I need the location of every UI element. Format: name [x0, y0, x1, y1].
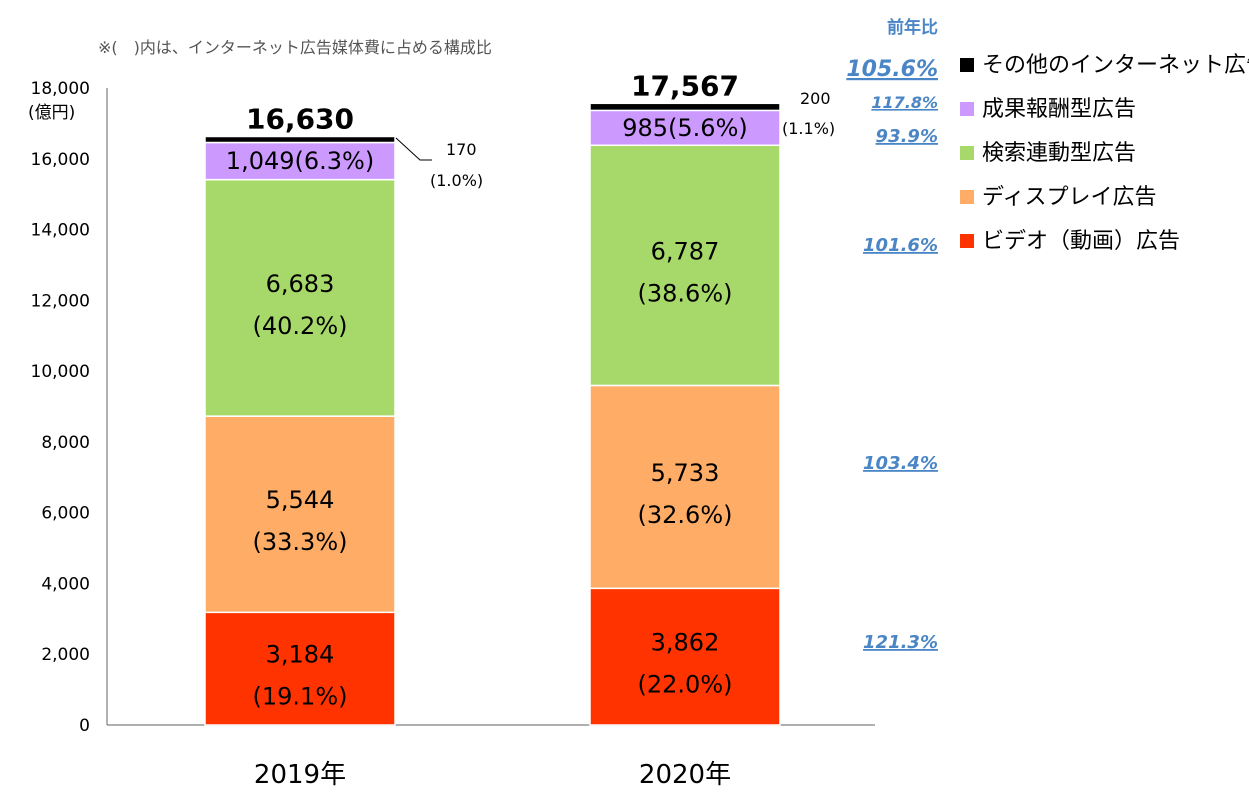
yoy-title: 前年比 — [887, 17, 938, 38]
segment-value-label: 3,862 — [651, 629, 720, 657]
bar-segment — [589, 144, 781, 387]
legend-swatch — [960, 234, 974, 248]
y-tick-label: 16,000 — [31, 150, 90, 170]
yoy-total: 105.6% — [846, 57, 938, 82]
segment-value-label: 5,733 — [651, 459, 720, 487]
segment-value-label: 5,544 — [266, 486, 335, 514]
y-axis-unit: (億円) — [28, 103, 75, 123]
y-tick-label: 14,000 — [31, 221, 90, 241]
other-label-2019: 170 — [446, 140, 477, 159]
legend: その他のインターネット広告成果報酬型広告検索連動型広告ディスプレイ広告ビデオ（動… — [960, 53, 1249, 254]
segment-value-label: 6,683 — [266, 270, 335, 298]
bars: 3,184 (19.1%) 5,544 (33.3%) 6,683 (40.2%) 1,04… — [204, 69, 781, 726]
bar-segment — [589, 587, 781, 726]
yoy-video: 121.3% — [863, 632, 938, 653]
other-share-2019: (1.0%) — [430, 171, 483, 190]
y-tick-label: 2,000 — [41, 645, 90, 665]
y-tick-label: 0 — [79, 716, 90, 736]
legend-swatch — [960, 102, 974, 116]
bar-segment — [589, 384, 781, 590]
segment-value-label: 3,184 — [266, 641, 335, 669]
other-label-2020: 200 — [800, 89, 831, 108]
bar-total-label: 17,567 — [631, 69, 739, 102]
other-share-2020: (1.1%) — [782, 119, 835, 138]
segment-share-label: (33.3%) — [253, 528, 348, 556]
x-tick-label: 2019年 — [254, 760, 346, 790]
x-tick-label: 2020年 — [639, 760, 731, 790]
segment-inline-label: 1,049(6.3%) — [226, 147, 374, 175]
bar-segment — [589, 109, 781, 147]
segment-share-label: (38.6%) — [638, 279, 733, 307]
bar-segment — [589, 102, 781, 112]
segment-share-label: (22.0%) — [638, 671, 733, 699]
bar-segment — [204, 611, 396, 726]
legend-label: 検索連動型広告 — [982, 141, 1136, 166]
bar-segment — [204, 141, 396, 181]
legend-swatch — [960, 190, 974, 204]
bar-segment — [204, 178, 396, 417]
y-tick-label: 6,000 — [41, 504, 90, 524]
yoy-performance: 93.9% — [876, 126, 938, 147]
segment-share-label: (40.2%) — [253, 312, 348, 340]
segment-inline-label: 985(5.6%) — [622, 114, 748, 142]
bar-total-label: 16,630 — [246, 102, 354, 135]
legend-label: ディスプレイ広告 — [982, 185, 1156, 210]
y-tick-label: 8,000 — [41, 433, 90, 453]
callout-line-2019 — [395, 137, 432, 161]
legend-swatch — [960, 58, 974, 72]
yoy-display: 103.4% — [863, 453, 938, 474]
legend-label: ビデオ（動画）広告 — [982, 229, 1180, 254]
segment-value-label: 6,787 — [651, 237, 720, 265]
legend-label: その他のインターネット広告 — [982, 53, 1249, 78]
y-ticks: 0 2,000 4,000 6,000 8,000 10,000 12,000 14,000 1… — [31, 79, 90, 736]
chart-note: ※( )内は、インターネット広告媒体費に占める構成比 — [98, 38, 492, 57]
legend-swatch — [960, 146, 974, 160]
segment-share-label: (19.1%) — [253, 683, 348, 711]
legend-label: 成果報酬型広告 — [982, 97, 1136, 122]
yoy-other: 117.8% — [871, 93, 938, 112]
segment-share-label: (32.6%) — [638, 501, 733, 529]
y-tick-label: 10,000 — [31, 362, 90, 382]
y-tick-label: 4,000 — [41, 574, 90, 594]
y-tick-label: 12,000 — [31, 291, 90, 311]
x-labels: 2019年 2020年 — [254, 760, 731, 790]
y-tick-label: 18,000 — [31, 79, 90, 99]
bar-segment — [204, 135, 396, 144]
yoy-search: 101.6% — [863, 235, 938, 256]
